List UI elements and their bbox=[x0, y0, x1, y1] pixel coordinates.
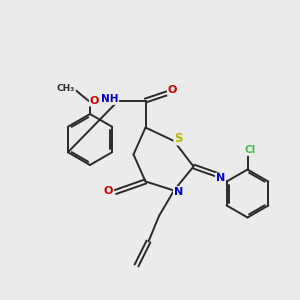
Text: N: N bbox=[174, 187, 183, 197]
Text: NH: NH bbox=[101, 94, 118, 104]
Text: O: O bbox=[168, 85, 177, 95]
Text: O: O bbox=[90, 95, 99, 106]
Text: O: O bbox=[103, 185, 113, 196]
Text: S: S bbox=[174, 131, 183, 145]
Text: Cl: Cl bbox=[245, 145, 256, 155]
Text: N: N bbox=[216, 173, 225, 184]
Text: CH₃: CH₃ bbox=[57, 84, 75, 93]
